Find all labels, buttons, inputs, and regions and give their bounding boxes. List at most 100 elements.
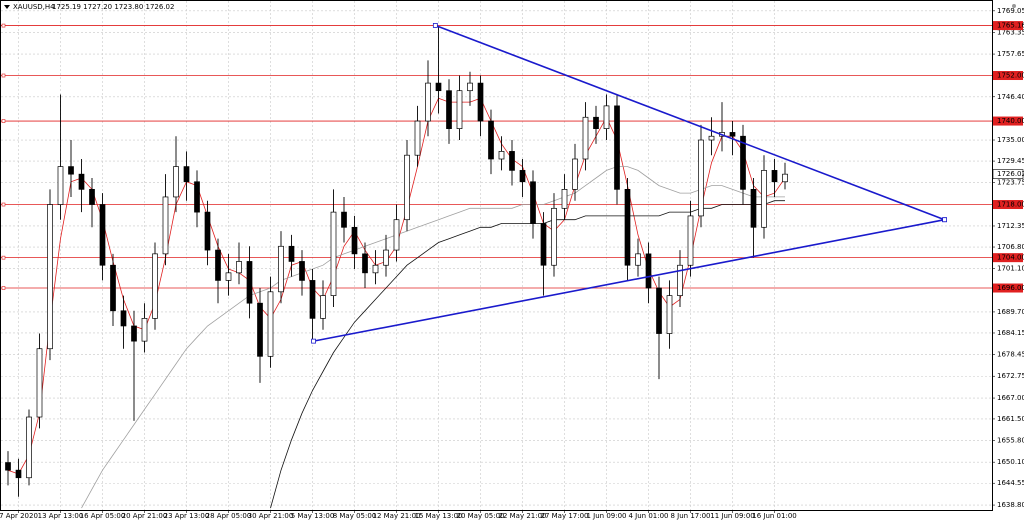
candle-body [341, 211, 347, 228]
x-tick-label: 20 Apr 21:00 [122, 512, 168, 520]
level-anchor [1, 255, 6, 260]
level-label-bg [993, 21, 1023, 31]
y-tick-label: 1729.45 [997, 157, 1024, 165]
candle-body [57, 166, 64, 205]
candle-body [519, 170, 526, 183]
candle-body [761, 170, 767, 228]
candle-body [498, 151, 505, 160]
level-anchor [1, 286, 6, 290]
candle-body [635, 253, 641, 266]
x-tick-label: 20 May 05:00 [456, 512, 504, 520]
candle-body [467, 82, 473, 92]
level-anchor [1, 202, 6, 207]
x-tick-label: 23 Apr 13:00 [164, 512, 210, 520]
candle-body [68, 166, 74, 175]
x-tick-label: 1 Jun 09:00 [586, 512, 626, 520]
level-label: 1696.00 [997, 284, 1024, 292]
candle-body [740, 135, 746, 190]
candle-body [477, 82, 484, 122]
y-tick-label: 1684.15 [997, 329, 1024, 337]
candle-body [603, 105, 610, 129]
candle-body [414, 120, 421, 156]
y-tick-label: 1689.70 [997, 308, 1024, 316]
candle-body [383, 249, 389, 266]
level-anchor [1, 23, 6, 28]
candle-body [393, 219, 400, 251]
y-tick-label: 1678.45 [997, 351, 1024, 359]
candle-body [141, 318, 148, 342]
x-tick-label: 4 Jun 01:00 [628, 512, 668, 520]
level-label: 1704.00 [997, 254, 1024, 262]
candle-body [687, 215, 694, 266]
candle-body [236, 261, 242, 274]
candle-body [99, 204, 106, 266]
candle-body [26, 416, 32, 479]
y-tick-label: 1701.10 [997, 265, 1024, 273]
symbol-title: XAUUSD,H4 [13, 3, 55, 11]
candle-body [36, 348, 43, 418]
y-tick-label: 1644.55 [997, 479, 1024, 487]
x-tick-label: 12 May 21:00 [372, 512, 420, 520]
candle-body [320, 295, 326, 319]
level-label: 1718.00 [997, 201, 1024, 209]
level-label-bg [993, 200, 1023, 210]
candle-body [110, 264, 116, 312]
candle-body [771, 170, 778, 183]
x-tick-label: 16 Apr 05:00 [80, 512, 126, 520]
candle-body [15, 469, 22, 479]
x-tick-label: 28 Apr 05:00 [206, 512, 252, 520]
level-label: 1740.00 [997, 117, 1024, 125]
candle-body [89, 189, 95, 205]
candle-body [708, 135, 715, 141]
candle-body [309, 280, 316, 319]
level-label: 1752.00 [997, 72, 1024, 80]
x-tick-label: 30 Apr 21:00 [248, 512, 294, 520]
moving-average [81, 166, 785, 509]
y-tick-label: 1667.00 [997, 394, 1024, 402]
x-tick-label: 7 Apr 2020 [0, 512, 38, 520]
candle-body [551, 207, 557, 266]
candle-body [173, 166, 179, 198]
candle-body [78, 173, 85, 190]
x-tick-label: 16 Jun 01:00 [752, 512, 796, 520]
last-price-label: 1726.02 [997, 170, 1024, 178]
candle-body [698, 139, 704, 217]
candle-body [330, 211, 337, 296]
y-tick-label: 1757.65 [997, 50, 1024, 58]
candle-body [404, 154, 410, 221]
x-tick-label: 5 May 13:00 [291, 512, 335, 520]
candle-body [351, 226, 358, 255]
level-label-bg [993, 71, 1023, 81]
y-tick-label: 1735.00 [997, 136, 1024, 144]
x-tick-label: 11 Jun 09:00 [710, 512, 754, 520]
candle-body [47, 204, 53, 350]
x-tick-label: 8 Jun 17:00 [670, 512, 710, 520]
candle-body [593, 116, 599, 129]
candle-body [677, 264, 683, 296]
y-tick-label: 1763.35 [997, 28, 1024, 36]
x-tick-label: 15 May 13:00 [414, 512, 462, 520]
x-tick-label: 8 May 05:00 [333, 512, 377, 520]
candle-body [194, 181, 200, 213]
candle-body [215, 249, 221, 281]
y-tick-label: 1672.75 [997, 372, 1024, 380]
y-tick-label: 1638.80 [997, 501, 1024, 509]
candle-body [435, 82, 442, 92]
trendline [435, 24, 945, 221]
candle-body [456, 90, 463, 129]
candle-body [530, 181, 536, 224]
candle-body [362, 253, 368, 274]
y-tick-label: 1769.05 [997, 7, 1024, 15]
level-label: 1765.16 [997, 22, 1024, 30]
candle-body [750, 189, 757, 228]
trendline-anchor [942, 217, 947, 223]
one-click-icon[interactable] [1012, 4, 1016, 8]
x-tick-label: 27 May 17:00 [540, 512, 588, 520]
candle-body [656, 287, 662, 334]
y-tick-label: 1723.75 [997, 179, 1024, 187]
candle-body [666, 295, 673, 334]
symbol-menu-icon[interactable] [4, 5, 10, 9]
candle-body [246, 261, 253, 304]
x-tick-label: 13 Apr 13:00 [38, 512, 84, 520]
